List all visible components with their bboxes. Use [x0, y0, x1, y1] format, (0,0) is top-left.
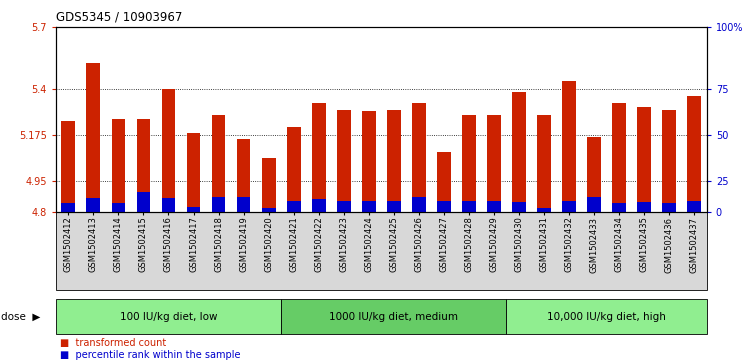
- Bar: [662, 110, 676, 212]
- Bar: [562, 201, 576, 212]
- Bar: [537, 115, 551, 212]
- Bar: [137, 119, 150, 212]
- Bar: [362, 201, 376, 212]
- Bar: [211, 197, 225, 212]
- Bar: [412, 197, 426, 212]
- Bar: [187, 133, 200, 212]
- Bar: [362, 110, 376, 212]
- Bar: [462, 201, 476, 212]
- Bar: [587, 197, 601, 212]
- Bar: [638, 202, 651, 212]
- Bar: [62, 203, 75, 212]
- Bar: [312, 199, 326, 212]
- Bar: [312, 103, 326, 212]
- Bar: [62, 121, 75, 212]
- Bar: [112, 203, 125, 212]
- Text: GDS5345 / 10903967: GDS5345 / 10903967: [56, 11, 182, 24]
- Text: 1000 IU/kg diet, medium: 1000 IU/kg diet, medium: [330, 312, 458, 322]
- Bar: [638, 107, 651, 212]
- Bar: [337, 201, 350, 212]
- Bar: [286, 127, 301, 212]
- Bar: [286, 201, 301, 212]
- Bar: [387, 201, 401, 212]
- Bar: [687, 96, 701, 212]
- Text: 10,000 IU/kg diet, high: 10,000 IU/kg diet, high: [547, 312, 666, 322]
- Text: 100 IU/kg diet, low: 100 IU/kg diet, low: [120, 312, 217, 322]
- Bar: [237, 197, 251, 212]
- Text: ■  transformed count: ■ transformed count: [60, 338, 166, 348]
- Bar: [86, 198, 100, 212]
- Bar: [387, 110, 401, 212]
- Bar: [487, 201, 501, 212]
- Bar: [262, 208, 275, 212]
- Bar: [612, 203, 626, 212]
- Bar: [161, 198, 176, 212]
- Bar: [537, 208, 551, 212]
- Bar: [462, 115, 476, 212]
- Bar: [161, 89, 176, 212]
- Bar: [412, 103, 426, 212]
- Bar: [337, 110, 350, 212]
- Bar: [237, 139, 251, 212]
- Bar: [687, 201, 701, 212]
- Bar: [86, 63, 100, 212]
- Bar: [437, 201, 451, 212]
- Bar: [211, 115, 225, 212]
- Bar: [262, 158, 275, 212]
- Bar: [662, 203, 676, 212]
- Bar: [562, 81, 576, 212]
- Bar: [187, 207, 200, 212]
- Bar: [437, 152, 451, 212]
- Bar: [112, 119, 125, 212]
- Bar: [587, 137, 601, 212]
- Bar: [487, 115, 501, 212]
- Bar: [512, 202, 526, 212]
- Text: dose  ▶: dose ▶: [1, 312, 41, 322]
- Text: ■  percentile rank within the sample: ■ percentile rank within the sample: [60, 350, 240, 360]
- Bar: [512, 92, 526, 212]
- Bar: [137, 192, 150, 212]
- Bar: [612, 103, 626, 212]
